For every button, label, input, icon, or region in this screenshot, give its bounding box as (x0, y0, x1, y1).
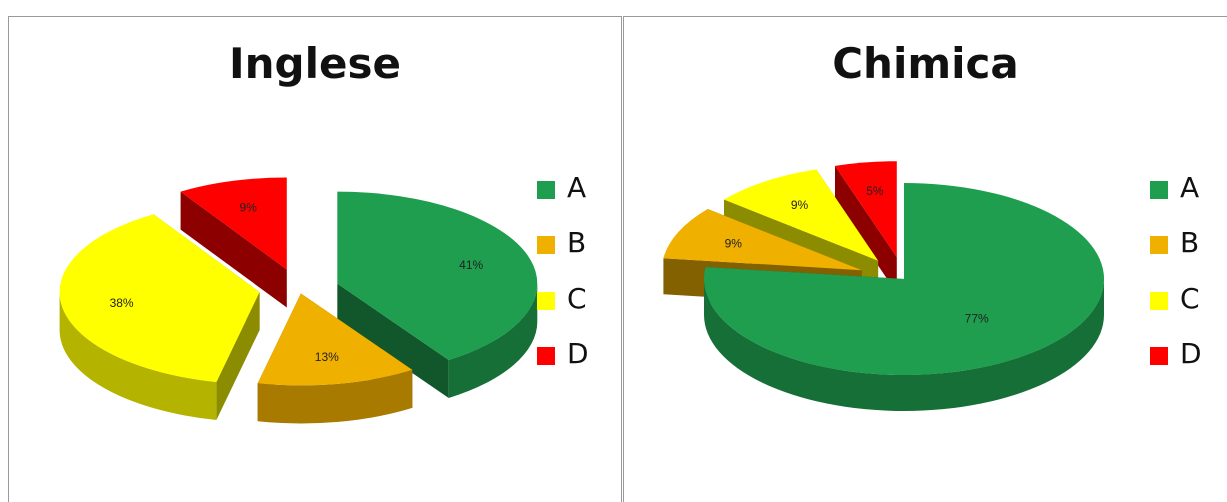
pie-slice-top-c (724, 169, 879, 261)
legend-swatch-b (537, 236, 555, 254)
pie-slice-c: 38% (59, 214, 260, 420)
legend-label: A (1180, 171, 1200, 204)
pie-slice-side-c (216, 292, 260, 420)
legend-label: B (567, 226, 587, 259)
legend-swatch-c (1150, 292, 1168, 310)
chart-title: Inglese (229, 39, 401, 88)
legend-swatch-d (1150, 347, 1168, 365)
pie-slice-top-c (59, 214, 260, 382)
legend-swatch-a (1150, 181, 1168, 199)
slice-label-d: 5% (866, 184, 884, 198)
legend-swatch-a (537, 181, 555, 199)
pie-slice-side-a (337, 283, 449, 398)
chart-panel-inglese: Inglese 9% 41% 38% 13% A B C D (8, 16, 622, 502)
pie-slice-wall-c (59, 292, 217, 420)
pie-slice-wall-a (704, 279, 1104, 411)
slice-label-b: 13% (315, 350, 339, 364)
slice-label-b: 9% (725, 237, 743, 251)
pie-slice-top-a (337, 191, 538, 360)
legend-swatch-d (537, 347, 555, 365)
pie-slice-top-b (257, 293, 413, 386)
chart-panel-chimica: Chimica 5% 9% 9% 77% A B C D (623, 16, 1227, 502)
slice-label-a: 41% (459, 258, 483, 272)
slice-label-d: 9% (240, 201, 258, 215)
chart-title: Chimica (832, 39, 1019, 88)
legend-label: D (567, 337, 589, 370)
pie-slice-a: 77% (704, 183, 1105, 411)
legend-swatch-c (537, 292, 555, 310)
pie-slice-a: 41% (337, 191, 538, 398)
legend-label: B (1180, 226, 1200, 259)
pie-chart-chimica: 5% 9% 9% 77% (663, 161, 1105, 411)
slice-label-a: 77% (965, 312, 989, 326)
pie-slice-top-b (663, 209, 862, 271)
pie-slice-top-d (835, 161, 897, 258)
pie-slice-top-a (704, 183, 1105, 375)
pie-slice-d: 9% (180, 177, 287, 308)
legend-label: C (567, 282, 587, 315)
slice-label-c: 9% (791, 198, 809, 212)
pie-slice-d: 5% (835, 161, 897, 294)
pie-slice-b: 13% (257, 293, 413, 424)
legend-label: D (1180, 337, 1202, 370)
slice-label-c: 38% (110, 296, 134, 310)
legend-label: A (567, 171, 587, 204)
pie-slice-top-d (180, 177, 287, 270)
legend-swatch-b (1150, 236, 1168, 254)
legend-label: C (1180, 282, 1200, 315)
pie-slice-side-d (835, 165, 897, 294)
pie-chart-inglese: 9% 41% 38% 13% (59, 177, 538, 424)
pie-slice-side-d (180, 191, 287, 308)
pie-slice-wall-b (257, 369, 413, 424)
pie-slice-wall-a (448, 283, 538, 398)
